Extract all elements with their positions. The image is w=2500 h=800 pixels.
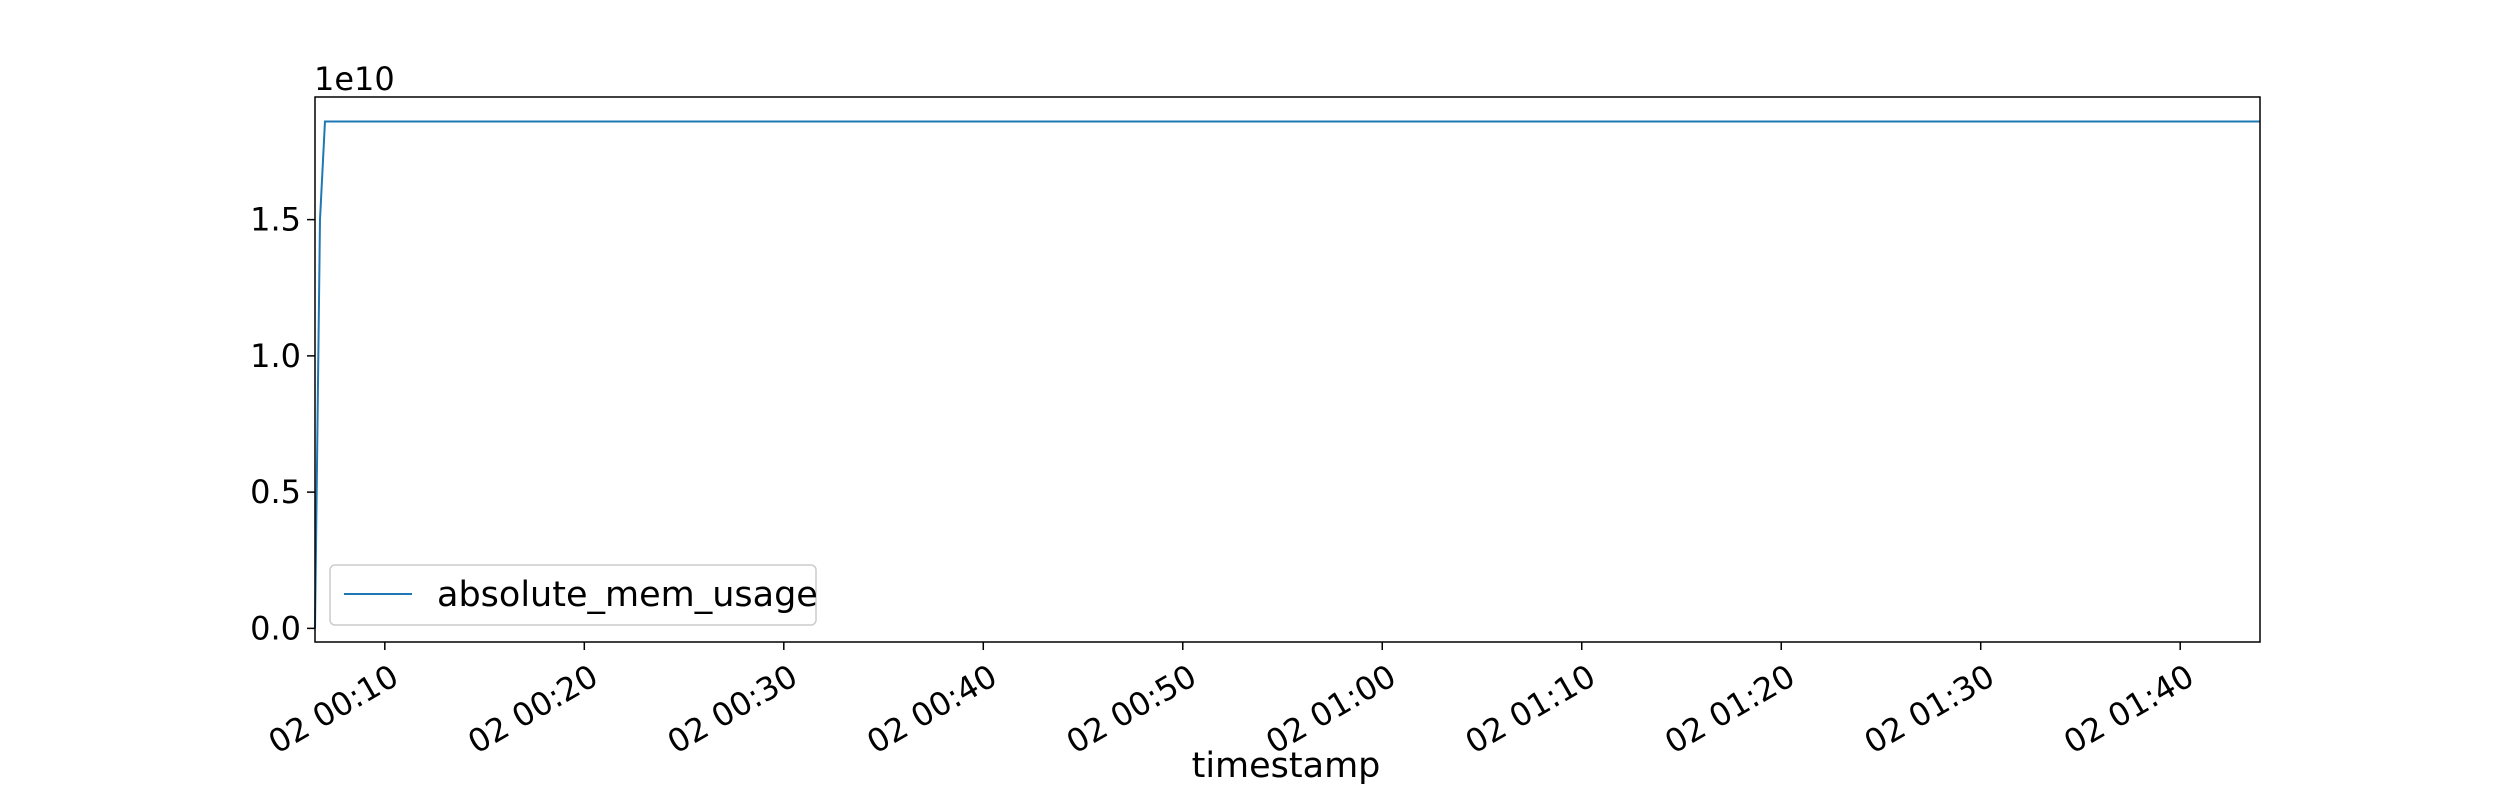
x-tick-label: 02 01:20: [1658, 657, 1801, 761]
legend: absolute_mem_usage: [329, 564, 818, 626]
x-tick-label: 02 01:30: [1858, 657, 2001, 761]
x-tick-label: 02 01:10: [1459, 657, 1602, 761]
y-tick-label: 1.0: [250, 337, 301, 375]
x-axis: 02 00:10 02 00:20 02 00:30 02 00:40 02 00:50…: [262, 642, 2200, 761]
x-tick-label: 02 01:40: [2057, 657, 2200, 761]
plot-frame: [314, 96, 2261, 643]
x-tick-label: 02 00:20: [461, 657, 604, 761]
series-layer: [314, 120, 2260, 629]
x-tick-label: 02 00:30: [661, 657, 804, 761]
y-tick-label: 0.0: [250, 609, 301, 647]
legend-series-label: absolute_mem_usage: [437, 575, 818, 615]
y-axis: 0.0 0.5 1.0 1.5: [250, 201, 315, 647]
legend-box: [329, 564, 817, 626]
x-tick-label: 02 00:10: [262, 657, 405, 761]
series-line-absolute_mem_usage: [314, 120, 2260, 629]
y-tick-label: 0.5: [250, 473, 301, 511]
y-offset-label: 1e10: [314, 60, 395, 98]
x-tick-label: 02 00:50: [1060, 657, 1203, 761]
y-tick-label: 1.5: [250, 201, 301, 239]
x-tick-label: 02 00:40: [860, 657, 1003, 761]
x-axis-label: timestamp: [1192, 746, 1381, 786]
plot-area: [315, 97, 2260, 642]
